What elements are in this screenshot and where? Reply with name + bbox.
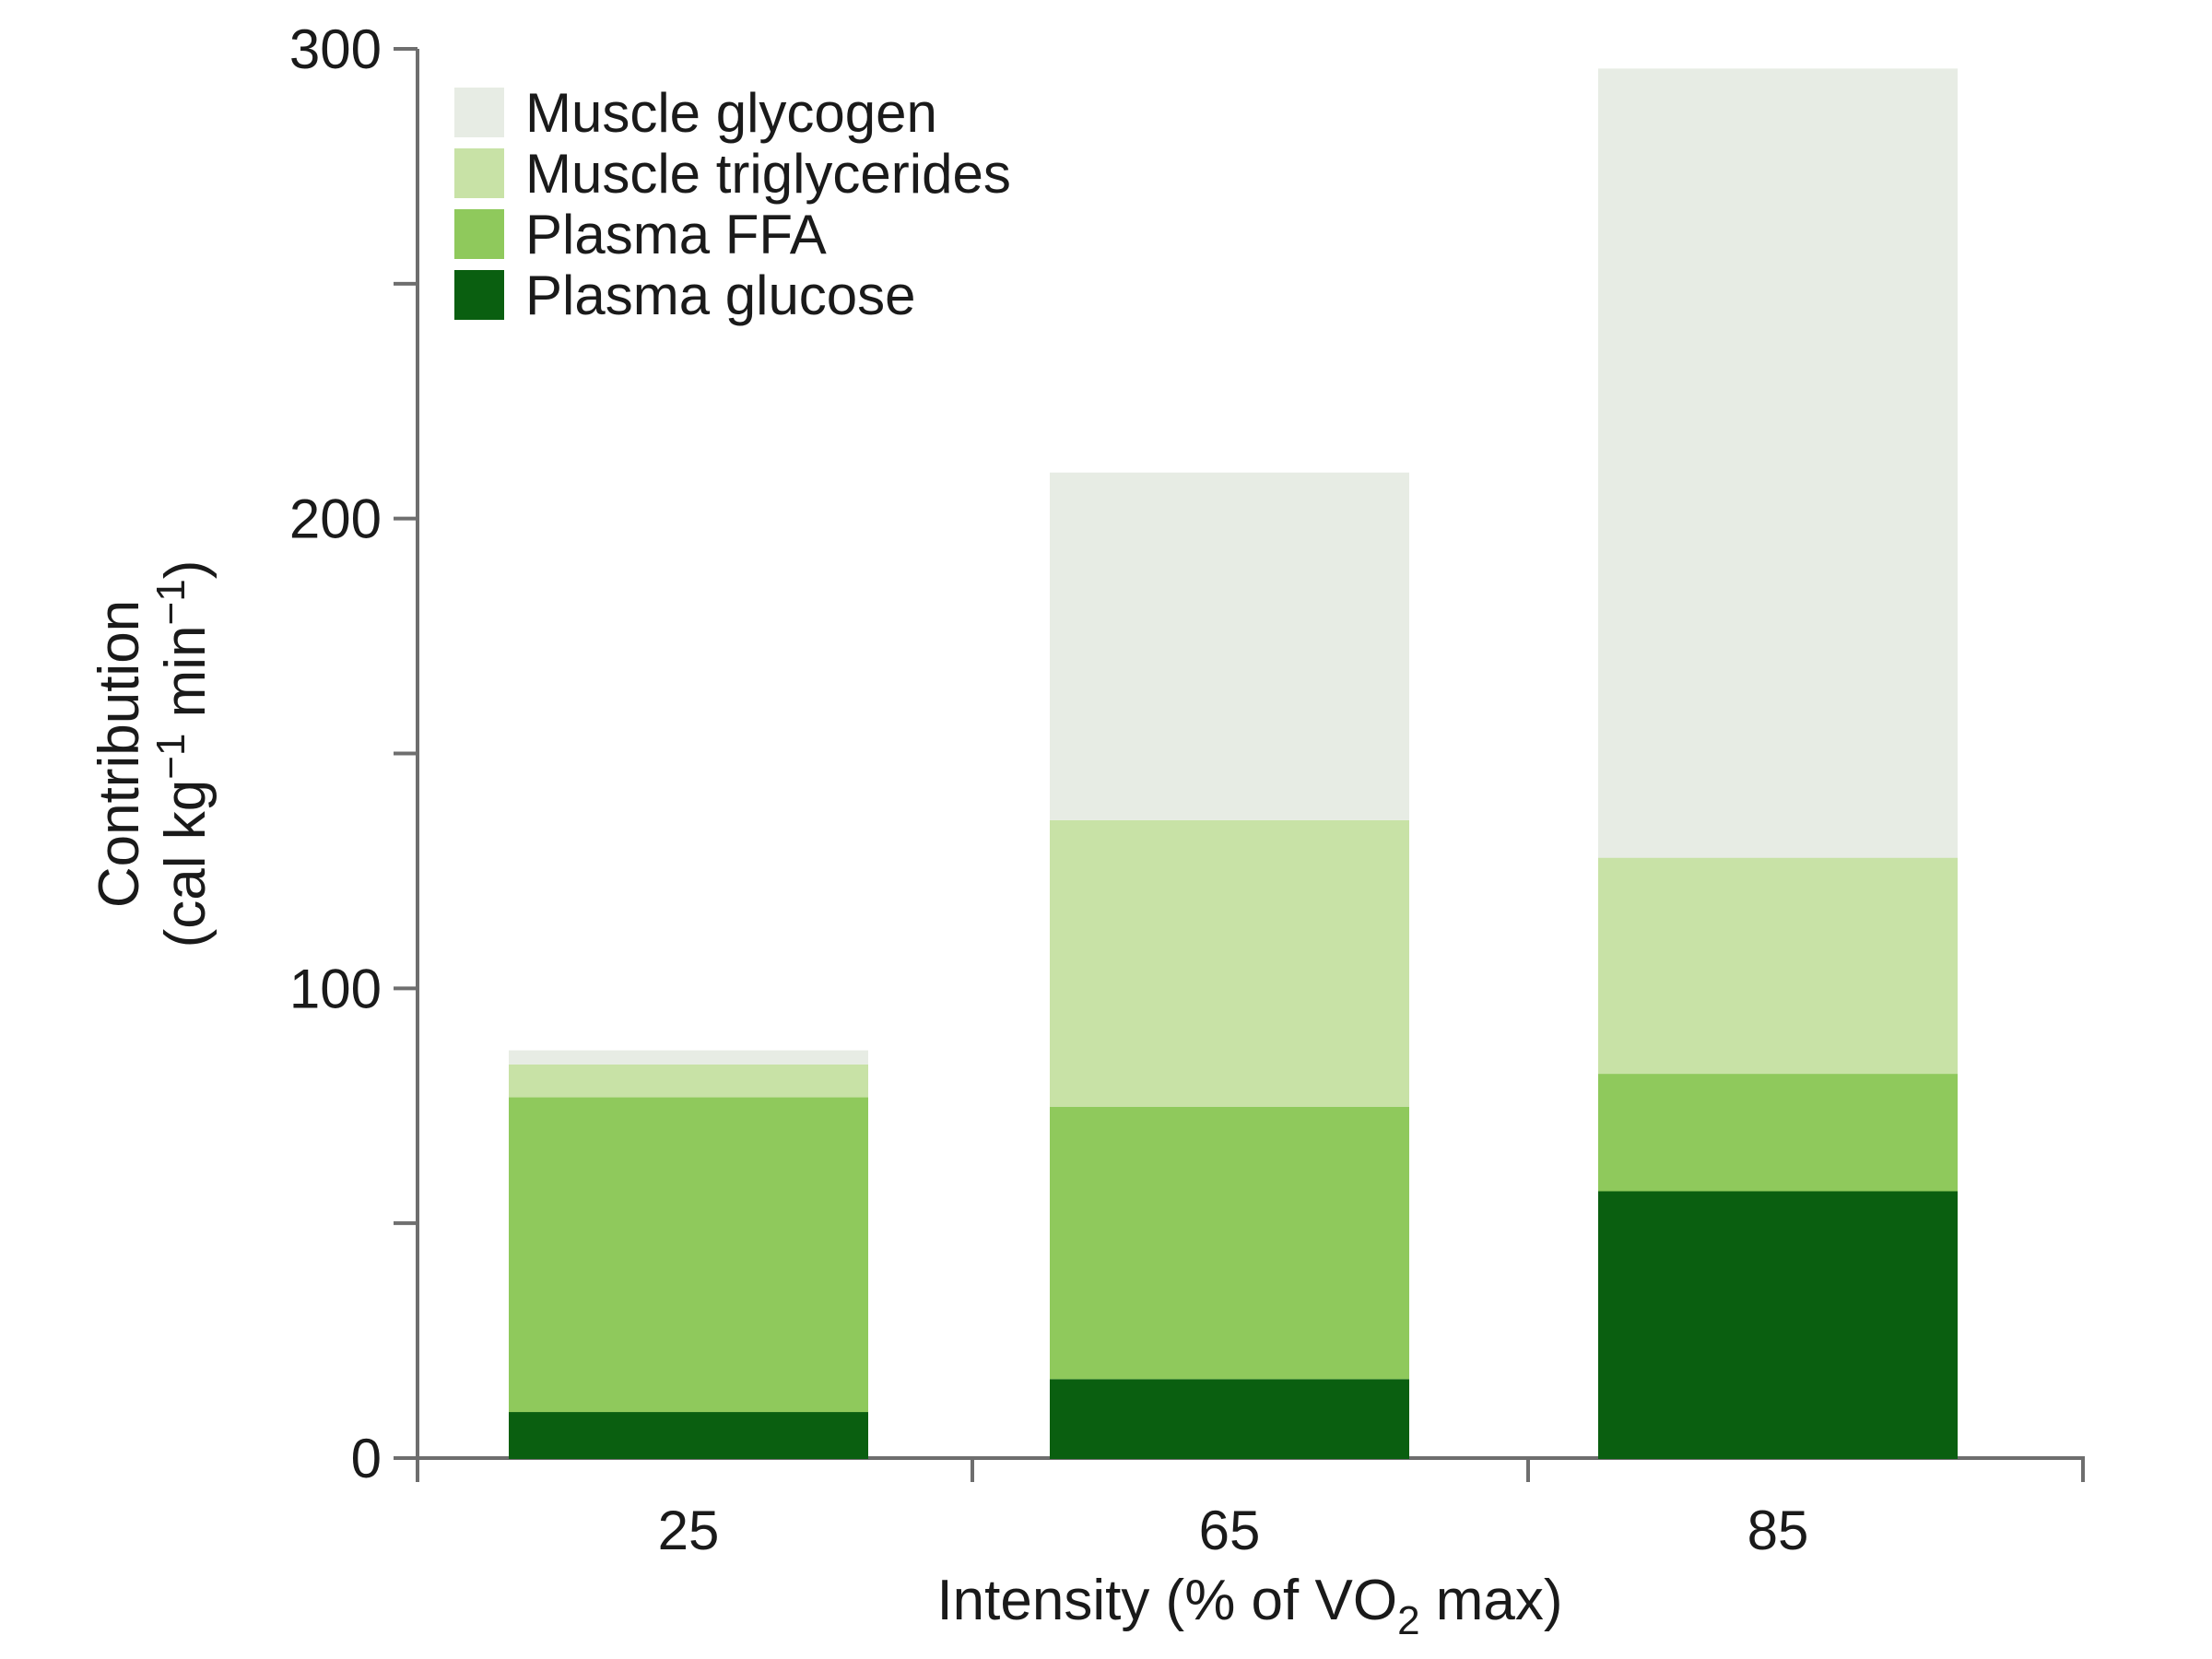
y-axis-title: Contribution (cal kg−1 min−1) (88, 560, 218, 948)
x-tick-label-25: 25 (658, 1500, 720, 1561)
y-tick-label: 200 (289, 488, 382, 550)
bar-segment-muscle-triglycerides-25 (509, 1064, 868, 1098)
bar-segment-plasma-glucose-65 (1050, 1379, 1409, 1459)
bar-segment-muscle-glycogen-85 (1598, 68, 1958, 858)
y-tick-label: 300 (289, 18, 382, 80)
legend-label: Muscle triglycerides (525, 143, 1011, 205)
y-tick-label: 0 (351, 1428, 382, 1489)
axis-label-layer: Intensity (% of VO2 max) Contribution (cal… (88, 560, 1563, 1643)
bar-segment-muscle-glycogen-65 (1050, 472, 1409, 820)
subscript: 2 (1397, 1598, 1419, 1643)
legend-swatch-muscle-glycogen (454, 88, 504, 137)
legend-label: Plasma FFA (525, 204, 827, 265)
superscript: −1 (148, 579, 194, 625)
bar-segment-plasma-ffa-85 (1598, 1074, 1958, 1192)
legend-swatch-plasma-ffa (454, 209, 504, 259)
x-axis-title: Intensity (% of VO2 max) (936, 1569, 1562, 1643)
bar-segment-plasma-glucose-25 (509, 1412, 868, 1459)
superscript: −1 (148, 734, 194, 780)
y-axis-title-line1: Contribution (88, 600, 151, 908)
y-tick-label: 100 (289, 958, 382, 1019)
bar-segment-muscle-glycogen-25 (509, 1050, 868, 1065)
x-tick-label-85: 85 (1747, 1500, 1809, 1561)
tick-label-layer: 0 100 200 300 25 65 85 (289, 18, 1808, 1561)
legend-swatch-plasma-glucose (454, 270, 504, 320)
legend-label: Muscle glycogen (525, 82, 937, 144)
x-tick-label-65: 65 (1199, 1500, 1261, 1561)
bar-segment-muscle-triglycerides-85 (1598, 857, 1958, 1075)
bar-85 (1598, 68, 1958, 1459)
bars-layer (509, 68, 1958, 1459)
bar-25 (509, 1050, 868, 1459)
bar-segment-plasma-glucose-85 (1598, 1191, 1958, 1459)
bar-segment-plasma-ffa-25 (509, 1097, 868, 1413)
y-axis-title-line2: (cal kg−1 min−1) (148, 560, 218, 948)
legend-swatch-muscle-triglycerides (454, 148, 504, 198)
bar-65 (1050, 472, 1409, 1459)
bar-segment-muscle-triglycerides-65 (1050, 819, 1409, 1107)
bar-segment-plasma-ffa-65 (1050, 1106, 1409, 1380)
legend-label: Plasma glucose (525, 265, 916, 326)
